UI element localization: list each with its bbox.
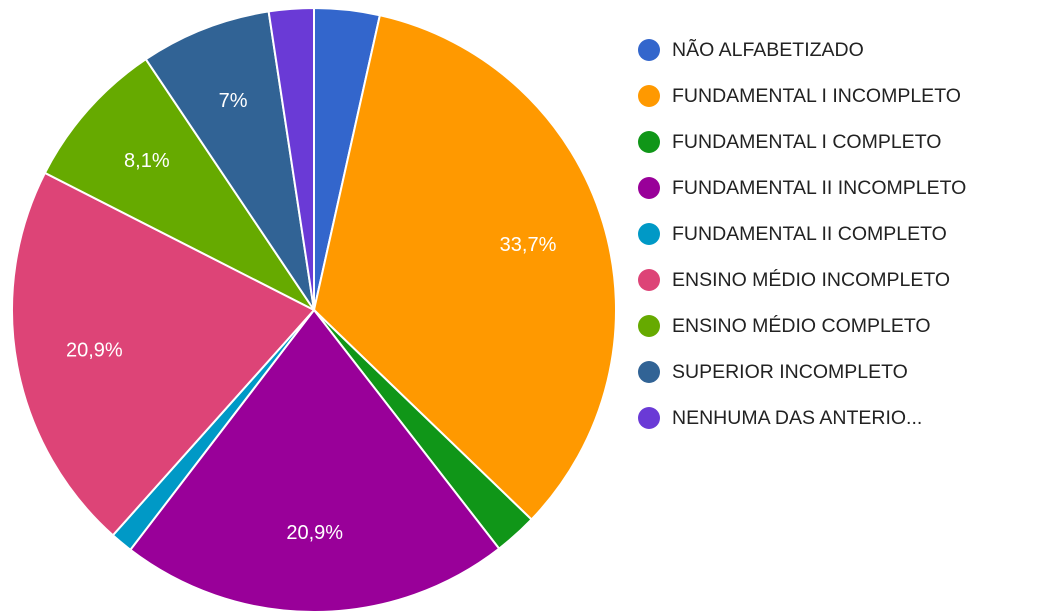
legend-item: NENHUMA DAS ANTERIO... <box>636 401 1046 435</box>
legend-label: FUNDAMENTAL II INCOMPLETO <box>672 177 967 199</box>
legend-swatch <box>638 407 660 429</box>
pie-slice <box>144 10 315 311</box>
slice-label: 20,9% <box>66 339 123 361</box>
pie-slice <box>11 171 316 537</box>
slice-label: 8,1% <box>124 150 170 172</box>
legend-swatch <box>638 177 660 199</box>
legend-item: ENSINO MÉDIO COMPLETO <box>636 309 1046 343</box>
legend-item: NÃO ALFABETIZADO <box>636 33 1046 67</box>
pie: 33,7% 20,9% 20,9% 8,1% 7% <box>11 6 617 613</box>
legend-item: FUNDAMENTAL I INCOMPLETO <box>636 79 1046 113</box>
legend-swatch <box>638 131 660 153</box>
pie-slice <box>312 14 617 521</box>
legend-label: NENHUMA DAS ANTERIO... <box>672 407 923 429</box>
legend-label: FUNDAMENTAL II COMPLETO <box>672 223 947 245</box>
slice-label: 7% <box>219 90 248 112</box>
legend-label: FUNDAMENTAL I COMPLETO <box>672 131 942 153</box>
legend-label: NÃO ALFABETIZADO <box>672 39 864 61</box>
legend-item: ENSINO MÉDIO INCOMPLETO <box>636 263 1046 297</box>
pie-slice <box>43 57 317 313</box>
legend-label: ENSINO MÉDIO INCOMPLETO <box>672 269 951 291</box>
legend-swatch <box>638 85 660 107</box>
legend-swatch <box>638 361 660 383</box>
legend-item: FUNDAMENTAL II INCOMPLETO <box>636 171 1046 205</box>
legend-swatch <box>638 223 660 245</box>
pie-slice <box>129 308 501 613</box>
legend-swatch <box>638 315 660 337</box>
legend-swatch <box>638 39 660 61</box>
legend: NÃO ALFABETIZADO FUNDAMENTAL I INCOMPLETO… <box>636 33 1046 435</box>
legend-label: ENSINO MÉDIO COMPLETO <box>672 315 931 337</box>
legend-label: FUNDAMENTAL I INCOMPLETO <box>672 85 961 107</box>
legend-item: FUNDAMENTAL I COMPLETO <box>636 125 1046 159</box>
pie-slice <box>267 6 315 311</box>
slice-label: 33,7% <box>500 234 557 256</box>
legend-item: SUPERIOR INCOMPLETO <box>636 355 1046 389</box>
legend-swatch <box>638 269 660 291</box>
legend-label: SUPERIOR INCOMPLETO <box>672 361 908 383</box>
legend-item: FUNDAMENTAL II COMPLETO <box>636 217 1046 251</box>
slice-label: 20,9% <box>286 522 343 544</box>
